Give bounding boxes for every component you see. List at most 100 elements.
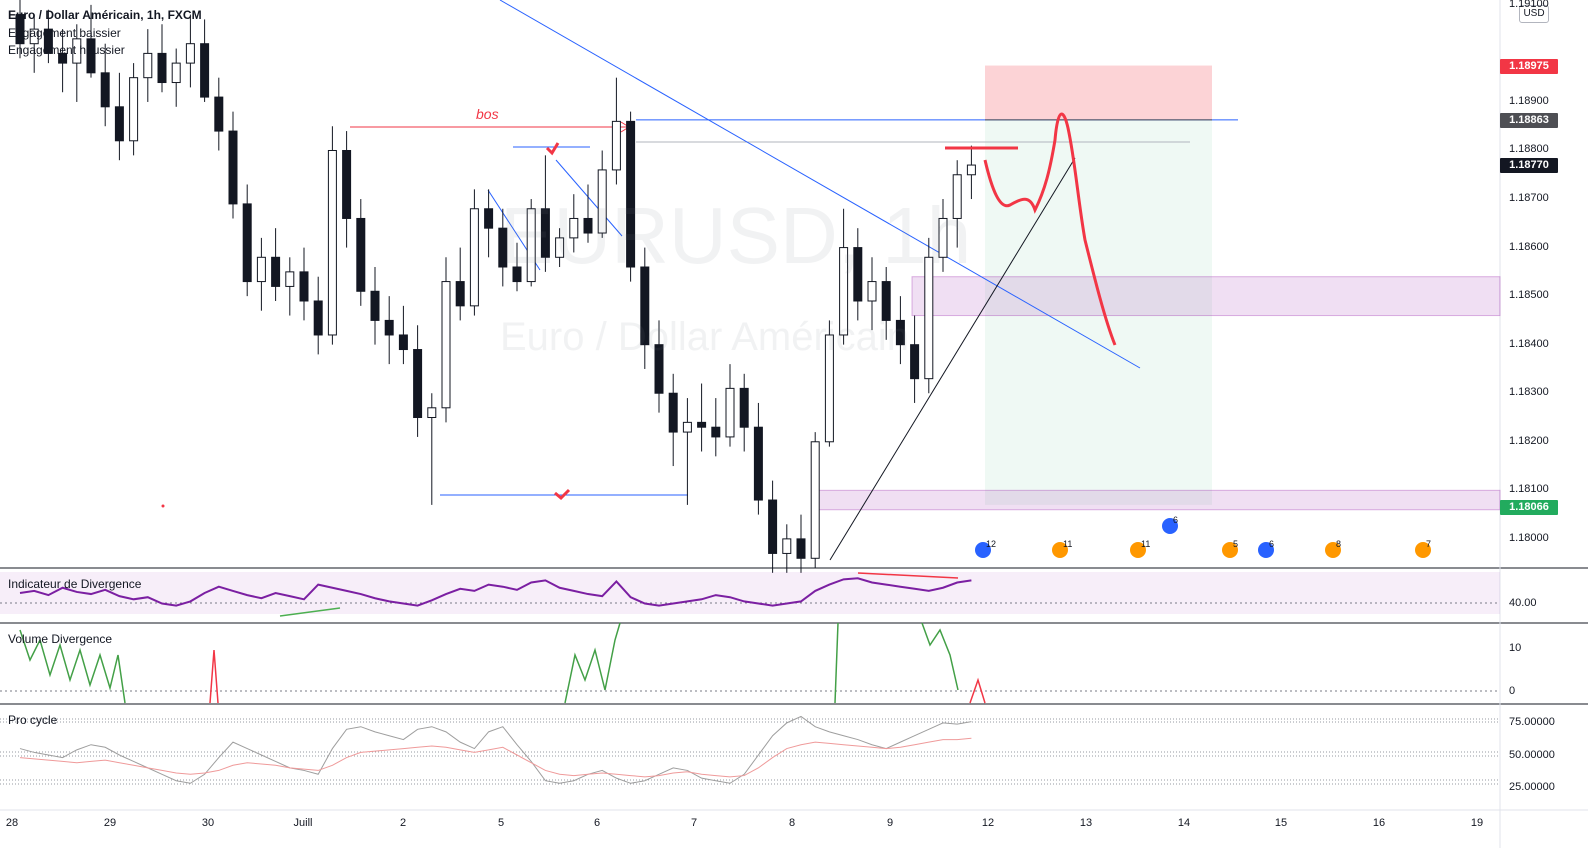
minor-trendline xyxy=(555,159,623,237)
candle-body xyxy=(441,281,451,409)
procycle-red-line xyxy=(19,737,972,778)
price-tick-label: 1.18400 xyxy=(1509,337,1549,350)
candle-body xyxy=(569,217,579,239)
date-tick-label: Juill xyxy=(293,817,313,829)
candle-body xyxy=(498,227,508,268)
price-tick-label: 1.18500 xyxy=(1509,289,1549,302)
bearish-divergence xyxy=(857,572,959,579)
event-flag-icon[interactable] xyxy=(1325,542,1341,558)
candle-body xyxy=(910,344,920,380)
price-tick-label: 1.18200 xyxy=(1509,434,1549,447)
date-tick-label: 2 xyxy=(399,817,407,829)
volume-level-0: 0 xyxy=(1509,685,1516,697)
date-tick-label: 12 xyxy=(981,817,995,829)
price-tick-label: 1.18100 xyxy=(1509,483,1549,496)
event-count: 6 xyxy=(1269,539,1275,549)
candle-body xyxy=(469,208,479,307)
candle-body xyxy=(668,392,678,433)
candle-body xyxy=(824,334,834,443)
divergence-line xyxy=(19,577,972,607)
event-flag-icon[interactable] xyxy=(1162,518,1178,534)
candle-body xyxy=(895,319,905,346)
candle-body xyxy=(398,334,408,351)
candle-body xyxy=(370,290,380,321)
divergence-level-label: 40.00 xyxy=(1509,597,1537,609)
procycle-level-25: 25.00000 xyxy=(1509,781,1555,793)
candle-body xyxy=(924,256,934,380)
stop-loss-zone xyxy=(985,65,1212,120)
take-profit-zone xyxy=(985,119,1212,505)
event-flag-icon[interactable] xyxy=(1052,542,1068,558)
candle-body xyxy=(555,237,565,258)
price-tick-label: 1.18000 xyxy=(1509,531,1549,544)
candle-body xyxy=(299,271,309,302)
candle-body xyxy=(711,426,721,438)
event-flag-icon[interactable] xyxy=(975,542,991,558)
candle-body xyxy=(356,217,366,292)
candle-body xyxy=(200,43,210,98)
date-tick-label: 7 xyxy=(690,817,698,829)
event-count: 5 xyxy=(1233,539,1239,549)
volume-osc-green xyxy=(921,622,959,691)
candle-body xyxy=(129,77,139,142)
bos-annotation: bos xyxy=(476,106,499,122)
candle-body xyxy=(839,247,849,336)
volume-level-10: 10 xyxy=(1509,642,1522,654)
date-tick-label: 29 xyxy=(103,817,117,829)
candle-body xyxy=(271,256,281,287)
event-flag-icon[interactable] xyxy=(1415,542,1431,558)
price-tag: 1.18770 xyxy=(1500,158,1558,174)
date-tick-label: 5 xyxy=(497,817,505,829)
candle-body xyxy=(427,407,437,419)
candle-body xyxy=(313,300,323,336)
demand-zone xyxy=(814,489,1501,511)
candle-body xyxy=(540,208,550,258)
date-tick-label: 14 xyxy=(1177,817,1191,829)
candle-body xyxy=(938,217,948,258)
candle-body xyxy=(58,52,68,64)
candle-body xyxy=(43,28,53,54)
legend-bullish-engulfing: Engagement haussier xyxy=(8,43,125,57)
marker-dot xyxy=(161,504,165,508)
candle-body xyxy=(966,164,976,176)
event-count: 11 xyxy=(1141,539,1151,549)
currency-selector[interactable]: USD xyxy=(1519,5,1549,23)
candle-body xyxy=(697,421,707,428)
price-tick-label: 1.18800 xyxy=(1509,143,1549,156)
volume-osc-green xyxy=(564,622,621,704)
volume-pane-title: Volume Divergence xyxy=(8,632,113,646)
candle-body xyxy=(228,130,238,205)
date-tick-label: 15 xyxy=(1274,817,1288,829)
price-tick-label: 1.19100 xyxy=(1509,0,1549,10)
event-flag-icon[interactable] xyxy=(1130,542,1146,558)
event-flag-icon[interactable] xyxy=(1258,542,1274,558)
price-tick-label: 1.18900 xyxy=(1509,94,1549,107)
date-tick-label: 9 xyxy=(886,817,894,829)
descending-trendline xyxy=(499,0,1141,369)
candle-body xyxy=(611,120,621,171)
candle-body xyxy=(626,120,636,268)
candle-body xyxy=(171,62,181,84)
check-mark xyxy=(545,142,560,156)
candle-body xyxy=(526,208,536,283)
volume-osc-green xyxy=(19,629,126,704)
bullish-divergence xyxy=(279,607,341,617)
volume-osc-green xyxy=(834,622,839,704)
date-tick-label: 28 xyxy=(5,817,19,829)
candle-body xyxy=(881,281,891,321)
event-count: 11 xyxy=(1063,539,1073,549)
candle-body xyxy=(413,349,423,419)
procycle-gray-line xyxy=(19,715,972,784)
candle-body xyxy=(654,344,664,394)
volume-osc-red xyxy=(969,677,986,704)
price-tick-label: 1.18700 xyxy=(1509,192,1549,205)
date-tick-label: 13 xyxy=(1079,817,1093,829)
candle-body xyxy=(455,281,465,307)
event-flag-icon[interactable] xyxy=(1222,542,1238,558)
candle-body xyxy=(143,52,153,79)
price-tag: 1.18066 xyxy=(1500,499,1558,515)
candle-body xyxy=(214,96,224,132)
candle-body xyxy=(342,149,352,219)
candle-body xyxy=(853,247,863,302)
